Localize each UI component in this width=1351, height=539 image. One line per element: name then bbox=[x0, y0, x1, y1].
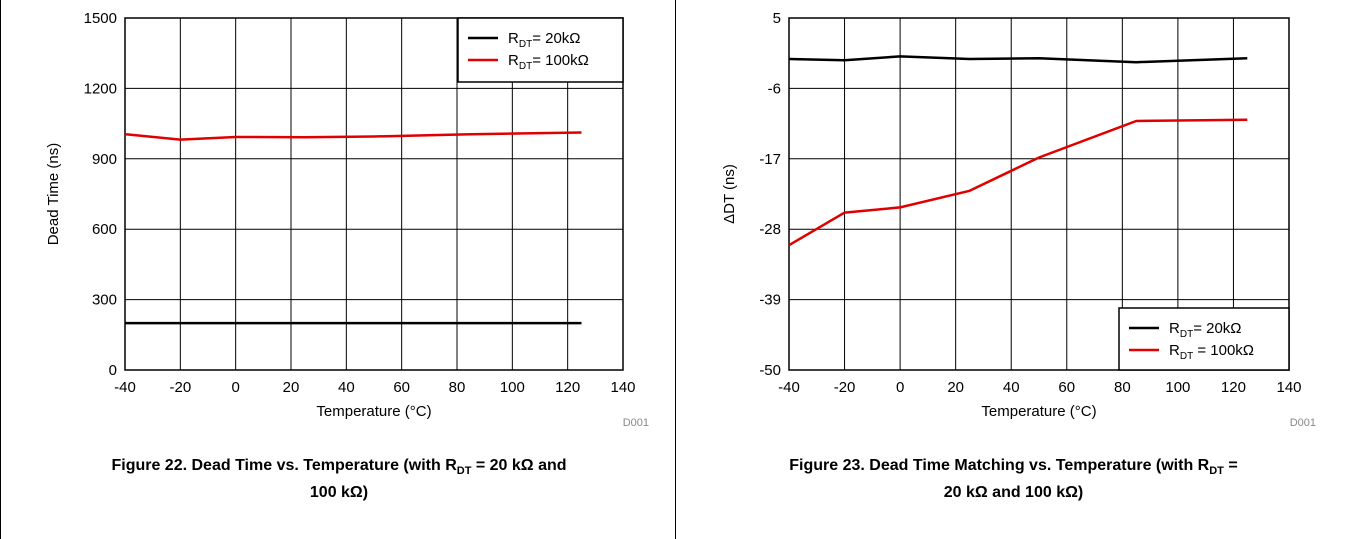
y-tick-label: -6 bbox=[768, 80, 781, 97]
x-tick-label: 40 bbox=[338, 379, 355, 396]
x-axis-label: Temperature (°C) bbox=[316, 403, 431, 420]
x-tick-label: 140 bbox=[610, 379, 635, 396]
x-tick-label: 100 bbox=[500, 379, 525, 396]
caption-line-2: 100 kΩ) bbox=[309, 484, 369, 502]
y-tick-label: 300 bbox=[92, 292, 117, 309]
figure-22-caption: Figure 22. Dead Time vs. Temperature (wi… bbox=[11, 455, 667, 504]
dead-time-chart: -40 -20 0 20 40 60 80 100 120 140 0 300 600 900 1200 15… bbox=[45, 10, 649, 429]
dead-time-matching-chart: -40 -20 0 20 40 60 80 100 120 140 -50 -39 -28 -17 -6 5 T… bbox=[721, 10, 1316, 429]
y-tick-label: -39 bbox=[759, 292, 781, 309]
caption-text: Figure 23. Dead Time Matching vs. Temper… bbox=[789, 457, 1210, 474]
x-tick-label: 60 bbox=[1058, 379, 1075, 396]
series-line-2 bbox=[124, 131, 582, 141]
figure-source-id: D001 bbox=[623, 417, 649, 429]
x-tick-label: 80 bbox=[1114, 379, 1131, 396]
legend-label-2: RDT = 100kΩ bbox=[1169, 342, 1254, 362]
series-line-2 bbox=[788, 118, 1248, 247]
caption-line-2: 20 kΩ and 100 kΩ) bbox=[943, 484, 1084, 502]
legend-label-2: RDT= 100kΩ bbox=[508, 52, 589, 72]
caption-text-end: = 20 kΩ and bbox=[471, 457, 567, 474]
plot-area-frame bbox=[124, 17, 624, 371]
series-line-1 bbox=[788, 55, 1248, 64]
x-tick-label: -40 bbox=[778, 379, 800, 396]
y-tick-label: 1500 bbox=[84, 10, 117, 27]
caption-text: Figure 22. Dead Time vs. Temperature (wi… bbox=[111, 457, 457, 474]
legend-box bbox=[457, 17, 624, 83]
y-tick-label: 600 bbox=[92, 221, 117, 238]
figure-23-panel: -40 -20 0 20 40 60 80 100 120 140 -50 -39 -28 -17 -6 5 T… bbox=[676, 0, 1351, 539]
x-axis-label: Temperature (°C) bbox=[981, 403, 1096, 420]
y-tick-label: -50 bbox=[759, 362, 781, 379]
y-tick-label: -17 bbox=[759, 151, 781, 168]
y-axis-label: Dead Time (ns) bbox=[45, 143, 62, 246]
caption-text-end: = bbox=[1223, 457, 1238, 474]
y-tick-label: -28 bbox=[759, 221, 781, 238]
x-tick-label: 80 bbox=[449, 379, 466, 396]
x-tick-label: 20 bbox=[283, 379, 300, 396]
y-tick-label: 5 bbox=[773, 10, 781, 27]
x-tick-label: 120 bbox=[1221, 379, 1246, 396]
x-tick-label: 140 bbox=[1276, 379, 1301, 396]
legend-label-1: RDT= 20kΩ bbox=[508, 30, 581, 50]
y-tick-label: 900 bbox=[92, 151, 117, 168]
figure-22-panel: -40 -20 0 20 40 60 80 100 120 140 0 300 600 900 1200 15… bbox=[0, 0, 676, 539]
x-tick-label: 100 bbox=[1165, 379, 1190, 396]
y-tick-label: 1200 bbox=[84, 80, 117, 97]
x-tick-label: 40 bbox=[1003, 379, 1020, 396]
x-tick-label: 120 bbox=[555, 379, 580, 396]
x-tick-label: 0 bbox=[231, 379, 239, 396]
x-tick-label: -20 bbox=[169, 379, 191, 396]
x-tick-label: 60 bbox=[393, 379, 410, 396]
caption-subscript: DT bbox=[1209, 465, 1224, 478]
legend-label-1: RDT= 20kΩ bbox=[1169, 320, 1242, 340]
x-tick-label: -40 bbox=[114, 379, 136, 396]
x-tick-label: 0 bbox=[896, 379, 904, 396]
x-tick-label: -20 bbox=[834, 379, 856, 396]
y-tick-label: 0 bbox=[109, 362, 117, 379]
legend-box bbox=[1118, 307, 1290, 371]
plot-area-frame bbox=[788, 17, 1290, 371]
figure-source-id: D001 bbox=[1290, 417, 1316, 429]
caption-subscript: DT bbox=[456, 465, 472, 478]
figure-23-caption: Figure 23. Dead Time Matching vs. Temper… bbox=[686, 455, 1341, 504]
x-tick-label: 20 bbox=[947, 379, 964, 396]
y-axis-label: ΔDT (ns) bbox=[721, 164, 738, 224]
